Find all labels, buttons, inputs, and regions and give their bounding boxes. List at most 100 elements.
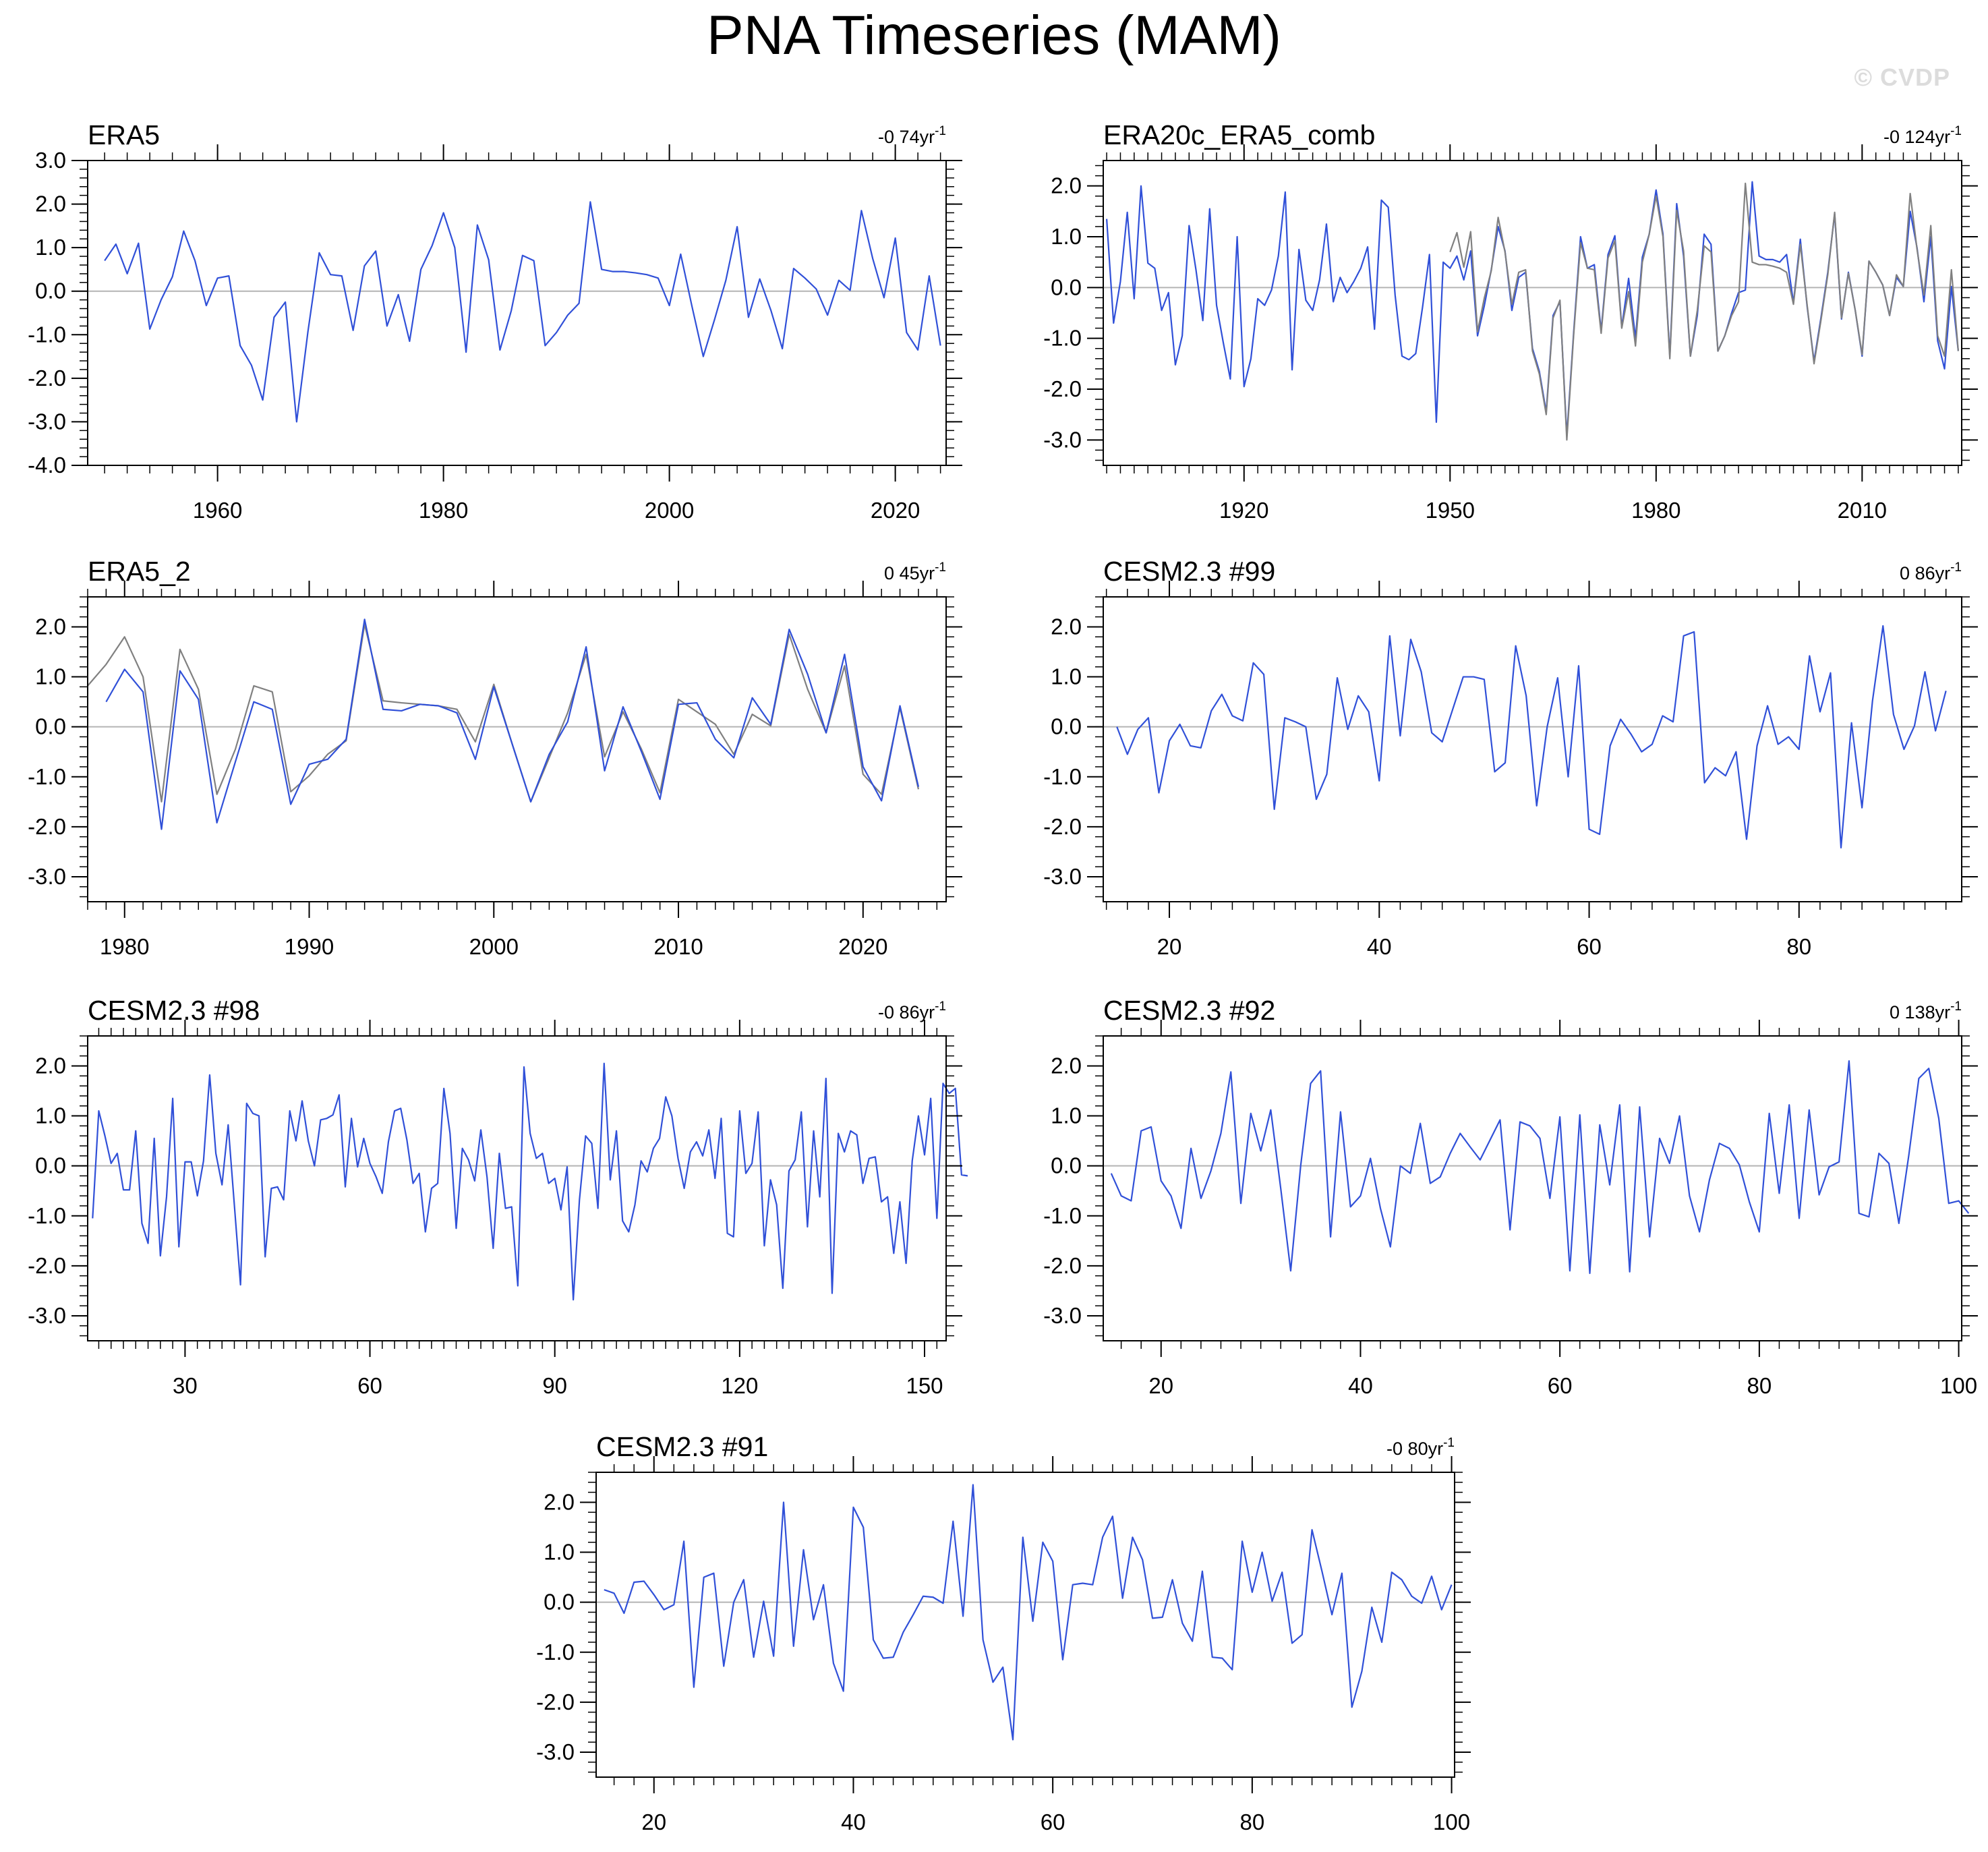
- x-tick-label: 90: [542, 1373, 567, 1398]
- y-tick-label: -3.0: [1043, 427, 1082, 452]
- plot-frame: [87, 596, 947, 902]
- x-tick-label: 2020: [838, 934, 887, 959]
- series-line-cesm2-3-91: [604, 1484, 1453, 1741]
- y-tick-label: -1.0: [28, 1203, 66, 1228]
- y-tick-label: 0.0: [1051, 714, 1082, 739]
- plot-frame: [87, 160, 947, 466]
- trend-label: -0 80yr-1: [1386, 1436, 1455, 1459]
- y-tick-label: -3.0: [1043, 1303, 1082, 1328]
- x-tick-label: 40: [1348, 1373, 1373, 1398]
- chart-cesm2-3-99: CESM2.3 #99 0 86yr-1 20 40 60 80 -3.0 -2.0 -1.0 0…: [1043, 556, 1978, 959]
- x-tick-label: 80: [1240, 1810, 1265, 1834]
- y-tick-label: -2.0: [28, 1253, 66, 1278]
- y-tick-label: -4.0: [28, 453, 66, 478]
- plot-area: CESM2.3 #99 0 86yr-1 20 40 60 80 -3.0 -2.0 -1.0 0…: [1043, 556, 1978, 959]
- series-line-cesm2-3-99: [1116, 625, 1947, 849]
- x-tick-label: 2010: [1838, 498, 1887, 523]
- x-tick-label: 120: [721, 1373, 758, 1398]
- panel-title: ERA5_2: [88, 556, 191, 587]
- y-tick-label: 0.0: [544, 1590, 575, 1615]
- figure-title: PNA Timeseries (MAM): [707, 5, 1281, 66]
- y-tick-label: 1.0: [35, 235, 66, 260]
- y-tick-label: 0.0: [35, 714, 66, 739]
- x-tick-label: 60: [357, 1373, 382, 1398]
- x-tick-label: 150: [906, 1373, 943, 1398]
- y-tick-label: 0.0: [35, 1153, 66, 1178]
- trend-label: 0 138yr-1: [1890, 1000, 1962, 1022]
- trend-label: 0 45yr-1: [884, 560, 946, 583]
- y-tick-label: -3.0: [28, 864, 66, 889]
- x-tick-label: 80: [1786, 934, 1811, 959]
- y-tick-label: 2.0: [35, 614, 66, 639]
- y-tick-label: 1.0: [1051, 224, 1082, 249]
- y-tick-label: 1.0: [35, 1103, 66, 1128]
- y-tick-label: -1.0: [1043, 1203, 1082, 1228]
- y-tick-label: -1.0: [28, 322, 66, 347]
- y-tick-label: 2.0: [1051, 1053, 1082, 1078]
- series-line-era5: [87, 623, 920, 803]
- x-tick-label: 100: [1940, 1373, 1977, 1398]
- panel-title: ERA20c_ERA5_comb: [1103, 119, 1375, 150]
- x-tick-label: 40: [1367, 934, 1392, 959]
- x-tick-label: 1920: [1219, 498, 1268, 523]
- y-tick-label: 1.0: [1051, 1103, 1082, 1128]
- x-tick-label: 1960: [193, 498, 242, 523]
- y-tick-label: -2.0: [1043, 1253, 1082, 1278]
- series-line-cesm2-3-92: [1110, 1060, 1970, 1275]
- series-line-era20c: [1105, 181, 1960, 437]
- x-tick-label: 1980: [1631, 498, 1680, 523]
- y-tick-label: -1.0: [1043, 326, 1082, 351]
- x-tick-label: 1990: [285, 934, 334, 959]
- y-tick-label: -1.0: [1043, 764, 1082, 789]
- plot-area: ERA20c_ERA5_comb -0 124yr-1 1920 1950 1980 20…: [1043, 119, 1978, 523]
- x-tick-label: 2010: [653, 934, 703, 959]
- panel-title: CESM2.3 #99: [1103, 556, 1275, 587]
- y-tick-label: -3.0: [28, 1303, 66, 1328]
- chart-cesm2-3-92: CESM2.3 #92 0 138yr-1 20 40 60 80 100 -3.0 -2.0 -…: [1043, 995, 1978, 1398]
- plot-frame: [595, 1472, 1455, 1778]
- series-line-era5: [104, 201, 941, 423]
- x-tick-label: 2000: [645, 498, 694, 523]
- y-tick-label: -1.0: [536, 1640, 575, 1665]
- y-tick-label: -2.0: [1043, 376, 1082, 401]
- plot-area: ERA5_2 0 45yr-1 1980 1990 2000 2010 2020 -3.0 -2…: [28, 556, 962, 959]
- chart-era20c-era5-comb: ERA20c_ERA5_comb -0 124yr-1 1920 1950 1980 20…: [1043, 119, 1978, 523]
- x-tick-label: 2000: [469, 934, 519, 959]
- y-tick-label: 2.0: [1051, 173, 1082, 198]
- x-tick-label: 2020: [871, 498, 920, 523]
- panel-title: CESM2.3 #91: [596, 1431, 768, 1462]
- y-tick-label: -1.0: [28, 764, 66, 789]
- y-tick-label: 3.0: [35, 148, 66, 173]
- y-tick-label: -3.0: [1043, 864, 1082, 889]
- y-tick-label: -2.0: [28, 814, 66, 839]
- x-tick-label: 80: [1747, 1373, 1772, 1398]
- panel-title: CESM2.3 #98: [88, 995, 260, 1026]
- y-tick-label: 0.0: [1051, 1153, 1082, 1178]
- trend-label: 0 86yr-1: [1900, 560, 1962, 583]
- watermark: © CVDP: [1854, 63, 1950, 91]
- plot-frame: [1103, 1035, 1962, 1341]
- series-line-era5-2: [105, 618, 920, 830]
- series-line-cesm2-3-98: [92, 1062, 968, 1301]
- trend-label: -0 124yr-1: [1883, 124, 1962, 147]
- x-tick-label: 30: [173, 1373, 198, 1398]
- plot-area: CESM2.3 #98 -0 86yr-1 30 60 90 120 150 -3.0 -2.0…: [28, 995, 968, 1398]
- x-tick-label: 60: [1548, 1373, 1573, 1398]
- panel-title: ERA5: [88, 119, 160, 150]
- y-tick-label: -3.0: [536, 1739, 575, 1764]
- trend-label: -0 74yr-1: [878, 124, 946, 147]
- trend-label: -0 86yr-1: [878, 1000, 946, 1022]
- y-tick-label: 2.0: [35, 1053, 66, 1078]
- y-tick-label: 0.0: [1051, 274, 1082, 299]
- y-tick-label: 1.0: [1051, 664, 1082, 689]
- plot-frame: [1103, 596, 1962, 902]
- x-tick-label: 100: [1433, 1810, 1470, 1834]
- x-tick-label: 60: [1041, 1810, 1065, 1834]
- chart-era5-2: ERA5_2 0 45yr-1 1980 1990 2000 2010 2020 -3.0 -2…: [28, 556, 962, 959]
- plot-area: CESM2.3 #91 -0 80yr-1 20 40 60 80 100 -3.0 -2.0 -…: [536, 1431, 1471, 1834]
- x-tick-label: 60: [1577, 934, 1602, 959]
- x-tick-label: 1950: [1426, 498, 1475, 523]
- y-tick-label: 2.0: [1051, 614, 1082, 639]
- y-tick-label: -2.0: [28, 366, 66, 390]
- series-line-era5: [1449, 182, 1960, 441]
